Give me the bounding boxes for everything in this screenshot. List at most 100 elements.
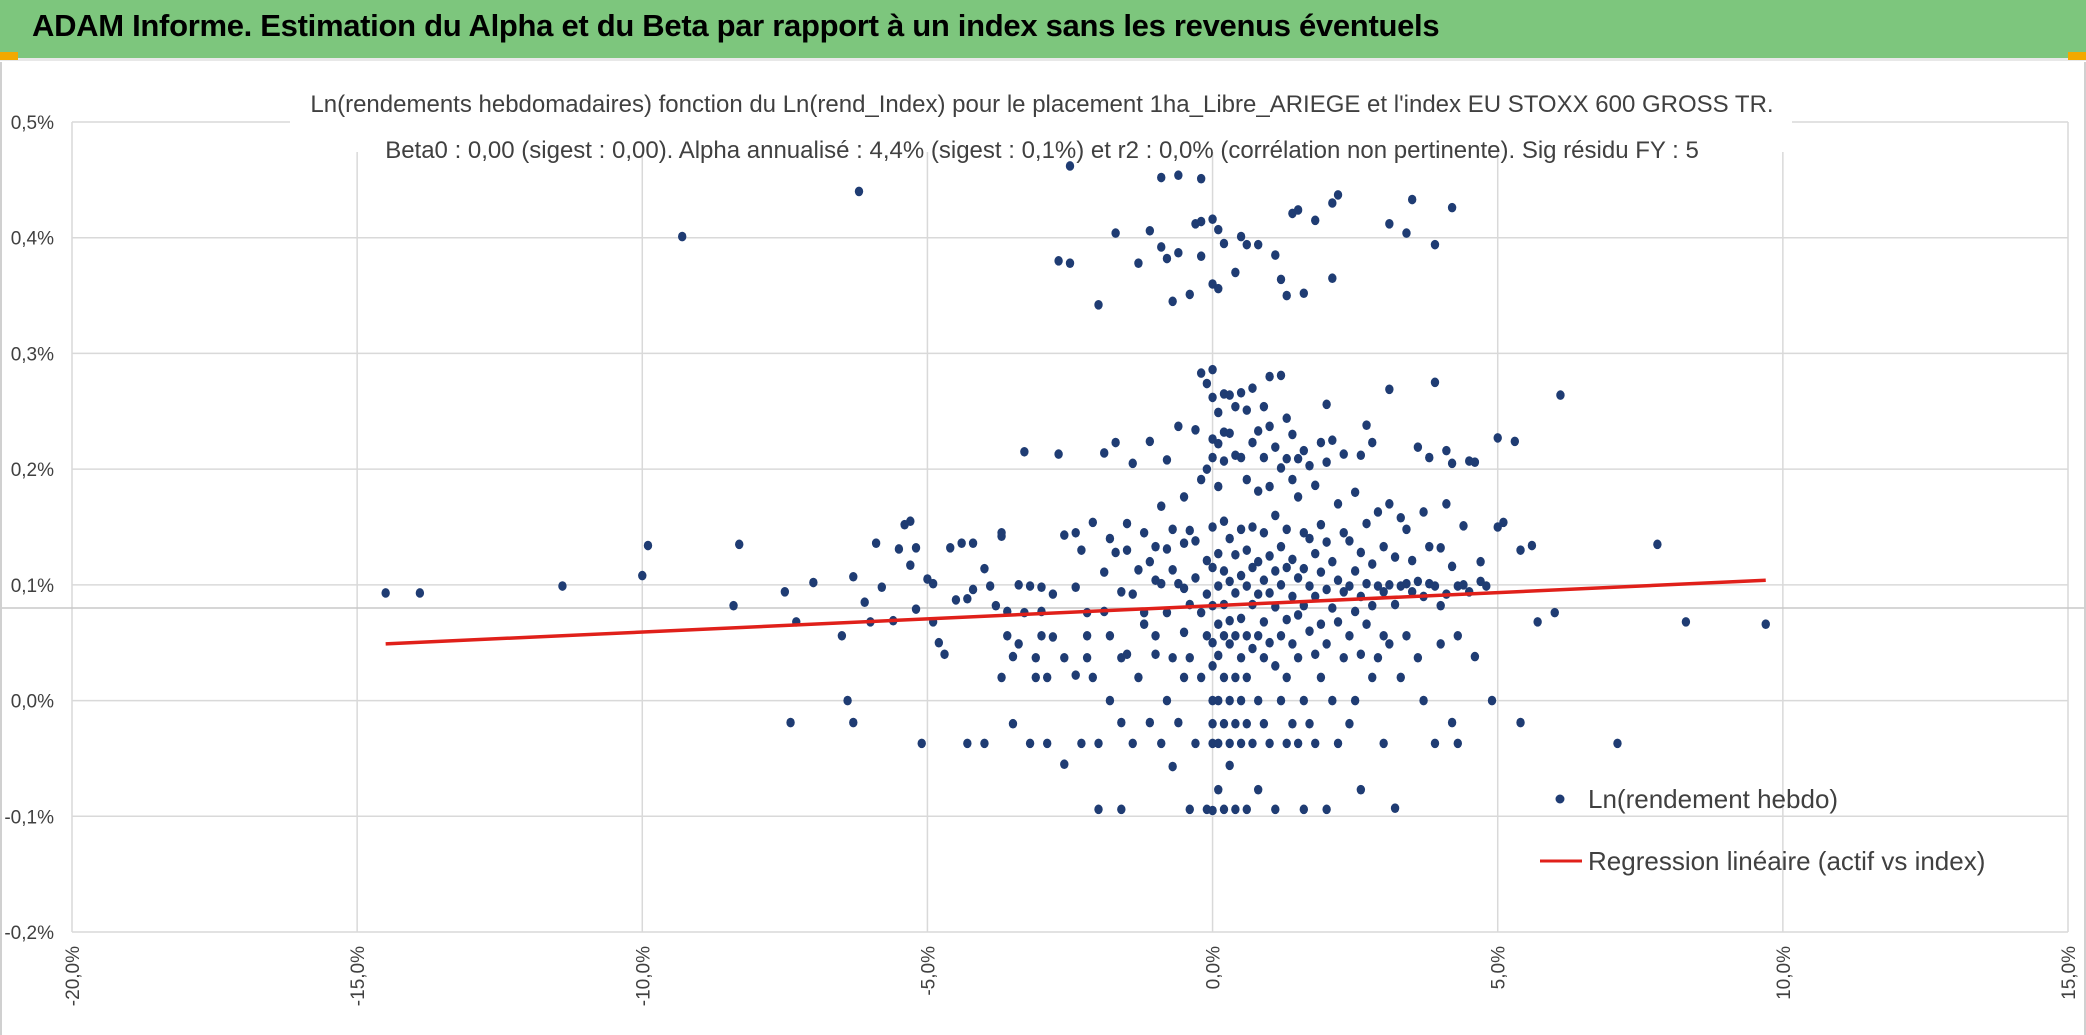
scatter-point (1179, 627, 1189, 638)
chart-title: Ln(rendements hebdomadaires) fonction du… (310, 91, 1773, 118)
scatter-point (1333, 575, 1343, 586)
scatter-point (1208, 452, 1217, 463)
scatter-point (1390, 599, 1400, 610)
scatter-point (1151, 541, 1160, 552)
scatter-point (1459, 580, 1468, 590)
scatter-point (1311, 548, 1320, 559)
scatter-point (1276, 463, 1286, 473)
scatter-point (1094, 804, 1103, 815)
scatter-point (1048, 632, 1058, 642)
scatter-point (1259, 575, 1269, 586)
scatter-point (1436, 543, 1445, 553)
scatter-point (1008, 718, 1018, 729)
scatter-point (946, 543, 955, 553)
scatter-point (1282, 453, 1291, 464)
scatter-point (1094, 300, 1103, 310)
scatter-point (1339, 527, 1348, 538)
scatter-point (1242, 718, 1251, 729)
x-tick-label: -15,0% (348, 946, 369, 1006)
scatter-point (1225, 428, 1234, 439)
scatter-point (1373, 507, 1383, 517)
scatter-point (1219, 238, 1229, 249)
scatter-point (1413, 652, 1423, 663)
scatter-point (1681, 617, 1691, 627)
scatter-point (1145, 717, 1155, 728)
scatter-point (1071, 527, 1080, 538)
scatter-point (1333, 617, 1343, 627)
scatter-point (1231, 672, 1240, 683)
legend: Ln(rendement hebdo) Regression linéaire … (1540, 784, 1985, 876)
corner-marker-left (0, 52, 18, 60)
x-tick-label: -20,0% (63, 946, 84, 1006)
scatter-point (1442, 445, 1451, 456)
scatter-point (1134, 672, 1143, 683)
scatter-point (1339, 449, 1348, 459)
scatter-point (1162, 607, 1172, 618)
scatter-point (415, 588, 425, 598)
scatter-point (1248, 562, 1257, 573)
scatter-point (1259, 527, 1269, 538)
scatter-point (1385, 384, 1394, 395)
scatter-point (1219, 804, 1229, 815)
scatter-point (1162, 544, 1172, 554)
scatter-point (1265, 371, 1274, 382)
scatter-point (1208, 214, 1217, 224)
scatter-point (1368, 437, 1377, 448)
scatter-point (951, 595, 961, 605)
x-tick-label: 5,0% (1489, 946, 1510, 989)
scatter-point (1396, 512, 1405, 523)
scatter-point (1276, 630, 1286, 641)
scatter-point (1082, 652, 1092, 663)
scatter-point (1134, 258, 1143, 268)
scatter-point (1196, 251, 1206, 262)
scatter-point (1111, 437, 1120, 448)
scatter-point (854, 186, 864, 197)
scatter-point (1077, 545, 1086, 555)
scatter-point (1282, 413, 1291, 424)
scatter-point (963, 738, 972, 749)
scatter-point (1322, 584, 1331, 595)
scatter-point (1185, 652, 1194, 663)
scatter-point (1425, 541, 1434, 552)
scatter-point (1060, 759, 1069, 770)
y-tick-label: 0,2% (11, 460, 54, 481)
scatter-point (1157, 172, 1166, 183)
scatter-point (1014, 580, 1023, 590)
x-tick-label: 0,0% (1204, 946, 1225, 989)
scatter-point (1162, 253, 1172, 264)
scatter-point (558, 581, 567, 591)
scatter-point (1253, 784, 1263, 795)
scatter-point (1231, 718, 1240, 729)
scatter-point (1413, 442, 1423, 452)
scatter-point (1368, 559, 1377, 569)
scatter-point (1305, 718, 1314, 729)
scatter-point (1242, 405, 1251, 415)
scatter-point (1288, 474, 1297, 485)
scatter-point (1345, 630, 1354, 641)
x-tick-label: -10,0% (633, 946, 654, 1006)
scatter-point (1202, 464, 1212, 474)
scatter-point (877, 582, 887, 592)
scatter-point (1293, 453, 1303, 464)
scatter-point (1288, 429, 1297, 440)
scatter-point (1242, 672, 1251, 683)
scatter-point (957, 538, 966, 548)
scatter-point (1316, 619, 1326, 629)
scatter-point (1373, 581, 1383, 591)
scatter-point (1168, 524, 1177, 535)
y-tick-label: 0,1% (11, 576, 54, 597)
scatter-point (1219, 672, 1229, 683)
scatter-point (1122, 545, 1132, 555)
scatter-point (1350, 606, 1360, 617)
scatter-point (1613, 738, 1622, 749)
scatter-point (1236, 613, 1246, 624)
scatter-point (1653, 539, 1662, 550)
scatter-point (1430, 377, 1440, 388)
scatter-point (1100, 567, 1109, 577)
scatter-point (1259, 401, 1269, 412)
scatter-point (1003, 630, 1012, 641)
scatter-point (1368, 672, 1377, 683)
scatter-point (1470, 651, 1480, 662)
scatter-point (1299, 445, 1309, 456)
scatter-point (1168, 761, 1177, 772)
